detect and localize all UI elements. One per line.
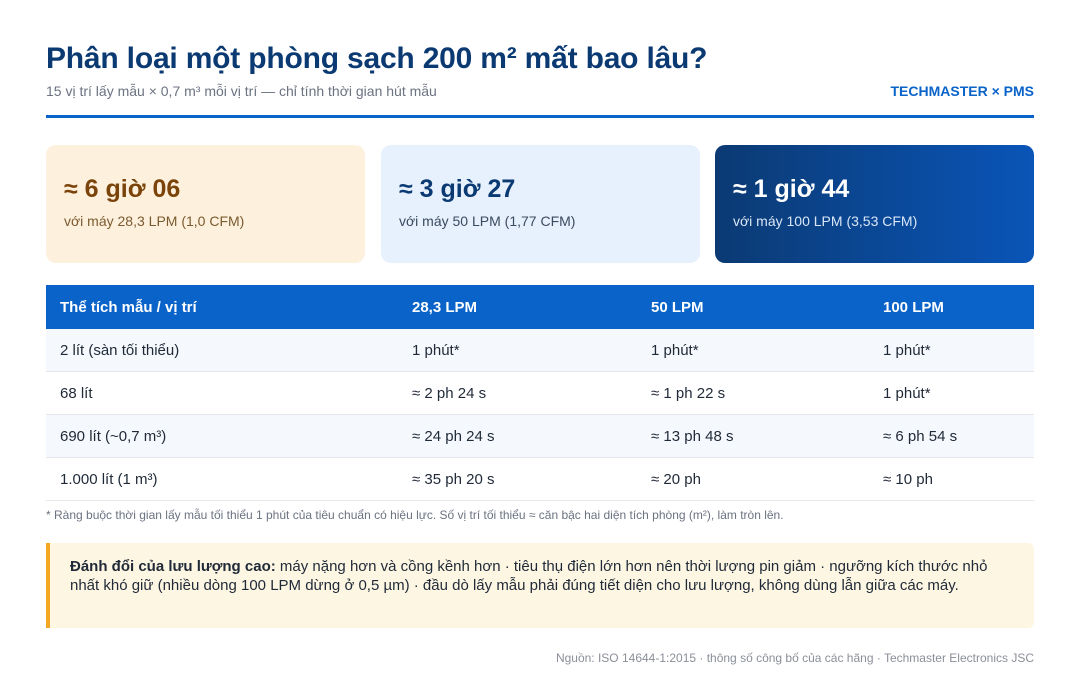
page-title: Phân loại một phòng sạch 200 m² mất bao … xyxy=(46,42,708,75)
summary-card-caption: với máy 100 LPM (3,53 CFM) xyxy=(733,213,918,229)
header: Phân loại một phòng sạch 200 m² mất bao … xyxy=(46,0,1034,118)
table-cell: ≈ 24 ph 24 s xyxy=(398,414,637,458)
summary-card-caption: với máy 50 LPM (1,77 CFM) xyxy=(399,213,576,229)
brand-label: TECHMASTER × PMS xyxy=(890,83,1034,99)
summary-card-caption: với máy 28,3 LPM (1,0 CFM) xyxy=(64,213,245,229)
table-cell: 1 phút* xyxy=(637,329,869,372)
summary-card-value: ≈ 6 giờ 06 xyxy=(64,175,181,203)
table-cell: ≈ 13 ph 48 s xyxy=(637,414,869,458)
column-header-50lpm: 50 LPM xyxy=(637,285,869,329)
summary-card-50lpm: ≈ 3 giờ 27 với máy 50 LPM (1,77 CFM) xyxy=(381,145,700,263)
table-cell: 1 phút* xyxy=(869,329,1034,372)
source-note: Nguồn: ISO 14644-1:2015 · thông số công … xyxy=(555,651,1034,665)
table-cell: 690 lít (~0,7 m³) xyxy=(46,414,398,458)
table-cell: 1.000 lít (1 m³) xyxy=(46,457,398,501)
table-row: 2 lít (sàn tối thiểu) 1 phút* 1 phút* 1 … xyxy=(46,329,1034,372)
table-cell: 1 phút* xyxy=(398,329,637,372)
sampling-time-table: Thể tích mẫu / vị trí 28,3 LPM 50 LPM 10… xyxy=(46,285,1034,501)
table-cell: ≈ 6 ph 54 s xyxy=(869,414,1034,458)
table-cell: 1 phút* xyxy=(869,371,1034,415)
table-footnote: * Ràng buộc thời gian lấy mẫu tối thiểu … xyxy=(46,508,784,522)
summary-card-100lpm: ≈ 1 giờ 44 với máy 100 LPM (3,53 CFM) xyxy=(715,145,1034,263)
table-cell: 2 lít (sàn tối thiểu) xyxy=(46,329,398,372)
table-cell: ≈ 35 ph 20 s xyxy=(398,457,637,501)
page-subtitle: 15 vị trí lấy mẫu × 0,7 m³ mỗi vị trí — … xyxy=(46,83,437,99)
callout-text: máy nặng hơn và cồng kềnh hơn · tiêu thụ… xyxy=(70,558,988,594)
column-header-volume: Thể tích mẫu / vị trí xyxy=(46,285,398,329)
table-cell: ≈ 2 ph 24 s xyxy=(398,371,637,415)
table-row: 68 lít ≈ 2 ph 24 s ≈ 1 ph 22 s 1 phút* xyxy=(46,371,1034,415)
table-cell: ≈ 20 ph xyxy=(637,457,869,501)
summary-cards: ≈ 6 giờ 06 với máy 28,3 LPM (1,0 CFM) ≈ … xyxy=(46,145,1034,263)
column-header-28lpm: 28,3 LPM xyxy=(398,285,637,329)
summary-card-value: ≈ 1 giờ 44 xyxy=(733,175,850,203)
infographic-page: Phân loại một phòng sạch 200 m² mất bao … xyxy=(46,0,1034,665)
table-cell: 68 lít xyxy=(46,371,398,415)
summary-card-28lpm: ≈ 6 giờ 06 với máy 28,3 LPM (1,0 CFM) xyxy=(46,145,365,263)
column-header-100lpm: 100 LPM xyxy=(869,285,1034,329)
table-cell: ≈ 1 ph 22 s xyxy=(637,371,869,415)
table-cell: ≈ 10 ph xyxy=(869,457,1034,501)
tradeoff-callout: Đánh đổi của lưu lượng cao: máy nặng hơn… xyxy=(46,543,1034,628)
summary-card-value: ≈ 3 giờ 27 xyxy=(399,175,516,203)
header-divider xyxy=(46,115,1034,118)
callout-lead: Đánh đổi của lưu lượng cao: xyxy=(70,558,276,575)
table-row: 690 lít (~0,7 m³) ≈ 24 ph 24 s ≈ 13 ph 4… xyxy=(46,414,1034,458)
table-row: 1.000 lít (1 m³) ≈ 35 ph 20 s ≈ 20 ph ≈ … xyxy=(46,457,1034,501)
table-header-row: Thể tích mẫu / vị trí 28,3 LPM 50 LPM 10… xyxy=(46,285,1034,329)
